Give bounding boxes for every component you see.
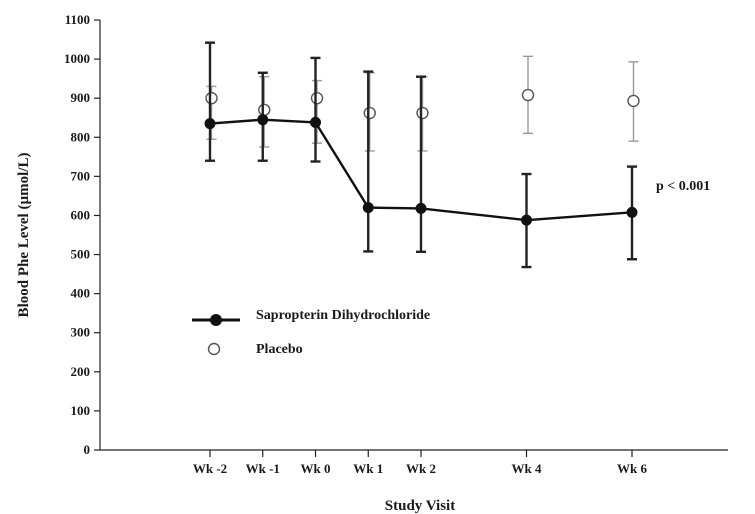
placebo-point bbox=[205, 91, 218, 105]
placebo-point bbox=[627, 94, 640, 108]
y-tick-label: 900 bbox=[71, 90, 91, 105]
placebo-point bbox=[310, 91, 324, 105]
sapropterin-series bbox=[204, 41, 638, 269]
x-axis: Wk -2 Wk -1 Wk 0 Wk 1 Wk 2 Wk 4 Wk 6 bbox=[100, 449, 728, 476]
y-tick-label: 700 bbox=[71, 168, 91, 183]
placebo-point bbox=[258, 103, 271, 117]
p-value-annotation: p < 0.001 bbox=[656, 179, 710, 194]
x-tick-label: Wk 4 bbox=[512, 461, 542, 476]
legend-placebo-label: Placebo bbox=[256, 342, 303, 357]
y-tick-label: 1000 bbox=[64, 51, 90, 66]
legend-sapropterin-marker bbox=[210, 314, 222, 326]
legend-placebo-marker bbox=[207, 342, 221, 356]
y-tick-label: 1100 bbox=[65, 12, 90, 27]
placebo-point bbox=[521, 88, 535, 102]
x-tick-label: Wk -2 bbox=[193, 461, 227, 476]
y-tick-label: 0 bbox=[84, 442, 91, 457]
y-tick-label: 600 bbox=[71, 207, 91, 222]
sapropterin-point bbox=[626, 206, 638, 218]
sapropterin-point bbox=[415, 202, 427, 214]
placebo-series bbox=[205, 55, 640, 152]
y-axis-title: Blood Phe Level (µmol/L) bbox=[16, 153, 32, 318]
sapropterin-point bbox=[204, 118, 216, 130]
placebo-point bbox=[416, 106, 429, 120]
y-axis: 0 100 200 300 400 500 600 700 800 900 1000 1100 bbox=[64, 12, 101, 457]
x-tick-label: Wk 6 bbox=[617, 461, 647, 476]
y-tick-label: 500 bbox=[71, 247, 91, 262]
x-tick-label: Wk 1 bbox=[353, 461, 383, 476]
y-tick-label: 800 bbox=[71, 129, 91, 144]
x-tick-label: Wk -1 bbox=[246, 461, 280, 476]
y-tick-label: 200 bbox=[71, 364, 91, 379]
legend-sapropterin-label: Sapropterin Dihydrochloride bbox=[256, 308, 430, 323]
x-tick-label: Wk 0 bbox=[301, 461, 331, 476]
sapropterin-point bbox=[310, 116, 321, 128]
sapropterin-point bbox=[362, 202, 374, 214]
y-tick-label: 300 bbox=[71, 325, 91, 340]
sapropterin-point bbox=[257, 114, 269, 126]
y-tick-label: 400 bbox=[71, 286, 91, 301]
legend: Sapropterin Dihydrochloride Placebo bbox=[192, 308, 430, 357]
sapropterin-point bbox=[521, 214, 532, 226]
x-axis-title: Study Visit bbox=[385, 498, 455, 514]
x-tick-label: Wk 2 bbox=[406, 461, 436, 476]
y-tick-label: 100 bbox=[71, 403, 91, 418]
placebo-point bbox=[363, 106, 376, 120]
